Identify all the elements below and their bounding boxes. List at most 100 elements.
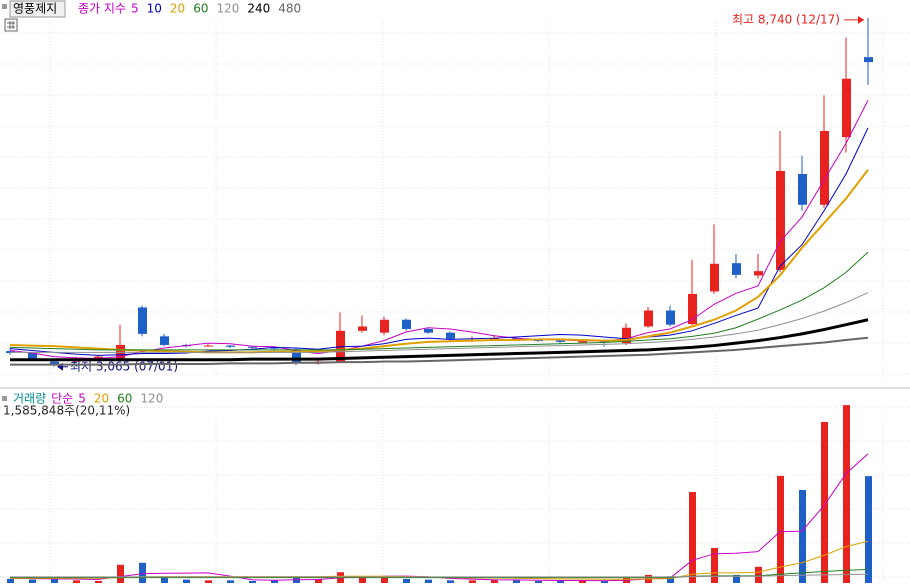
candle-body [622, 327, 631, 344]
legend-entry: 120 [140, 392, 163, 406]
volume-bar [161, 577, 168, 583]
volume-bar [711, 547, 718, 583]
candle-body [248, 346, 257, 348]
volume-bar [755, 566, 762, 583]
candle-body [732, 263, 741, 275]
volume-bar [777, 475, 784, 583]
menu-icon [2, 4, 7, 9]
volume-bar [469, 580, 476, 583]
candle-body [116, 344, 125, 359]
legend-entry: 20 [94, 392, 109, 406]
moving-average [9, 251, 869, 351]
legend-entry: 480 [278, 2, 301, 16]
volume-bar [843, 405, 850, 583]
volume-bar [249, 580, 256, 583]
stock-button[interactable] [9, 0, 66, 18]
volume-bar [447, 580, 454, 583]
legend-entry: 60 [193, 2, 208, 16]
volume-bar [315, 578, 322, 583]
table-icon-lines [7, 21, 15, 29]
volume-bar [29, 579, 36, 583]
moving-average [10, 336, 869, 366]
candle-body [776, 170, 785, 270]
volume-bar [403, 578, 410, 583]
candle-body [710, 263, 719, 292]
volume-bar [491, 579, 498, 583]
candle-body [556, 340, 565, 342]
candle-body [842, 78, 851, 138]
candle-body [204, 345, 213, 347]
volume-bar [117, 564, 124, 583]
candle-body [534, 340, 543, 342]
annotation: 최저 3,065 (07/01) [70, 359, 178, 373]
candle-body [292, 349, 301, 364]
candle-body [270, 347, 279, 349]
volume-bar [579, 580, 586, 583]
volume-bar [601, 580, 608, 583]
candle-body [820, 130, 829, 205]
moving-average [10, 573, 869, 578]
candle-body [578, 341, 587, 343]
volume-bar [689, 492, 696, 583]
table-icon[interactable] [4, 18, 18, 32]
legend-entry: 240 [247, 2, 270, 16]
volume-bar [381, 576, 388, 583]
candle-body [798, 174, 807, 205]
candle-body [754, 271, 763, 276]
volume-bar [667, 576, 674, 583]
volume-bar [205, 580, 212, 583]
legend-entry: 5 [131, 2, 139, 16]
candle-body [226, 345, 235, 347]
candle-body [160, 336, 169, 345]
volume-title: 거래량 [13, 392, 46, 406]
volume-bar [799, 490, 806, 583]
volume-bar [73, 580, 80, 583]
volume-bar [183, 579, 190, 583]
candle-body [600, 341, 609, 343]
moving-average [10, 292, 869, 353]
candle-body [94, 356, 103, 359]
legend-entry: 60 [117, 392, 132, 406]
volume-bar [425, 579, 432, 583]
volume-bar [535, 580, 542, 583]
candle-body [402, 319, 411, 329]
legend-entry: 120 [216, 2, 239, 16]
legend-entry: 10 [147, 2, 162, 16]
candle-body [644, 310, 653, 327]
volume-bar [271, 580, 278, 583]
volume-bar [51, 577, 58, 583]
annotation: 최고 8,740 (12/17) [732, 12, 840, 26]
moving-average [10, 318, 869, 362]
indicator-label: 종가 지수 [78, 2, 126, 16]
candle-body [50, 361, 59, 365]
volume-indicator: 단순 [51, 392, 73, 406]
candle-body [864, 57, 873, 63]
volume-bar [821, 421, 828, 583]
moving-average [9, 127, 869, 356]
arrow-head [858, 15, 864, 24]
candle-body [424, 328, 433, 333]
volume-bar [865, 476, 872, 583]
stock-name: 영풍제지 [13, 2, 57, 16]
legend-entry: 20 [170, 2, 185, 16]
volume-current: 1,585,848주(20,11%) [3, 404, 130, 418]
volume-bar [359, 576, 366, 583]
volume-bar [513, 580, 520, 583]
moving-average [9, 169, 869, 354]
candle-body [446, 332, 455, 339]
candle-body [138, 307, 147, 334]
volume-bar [733, 574, 740, 583]
candle-body [666, 310, 675, 325]
volume-icon [2, 396, 7, 401]
volume-bar [139, 562, 146, 583]
volume-bar [227, 580, 234, 583]
volume-bar [95, 580, 102, 583]
candle-body [380, 319, 389, 333]
candle-body [688, 293, 697, 325]
legend-entry: 5 [78, 392, 86, 406]
volume-bar [557, 580, 564, 583]
volume-bar [7, 578, 14, 583]
candle-body [28, 352, 37, 360]
